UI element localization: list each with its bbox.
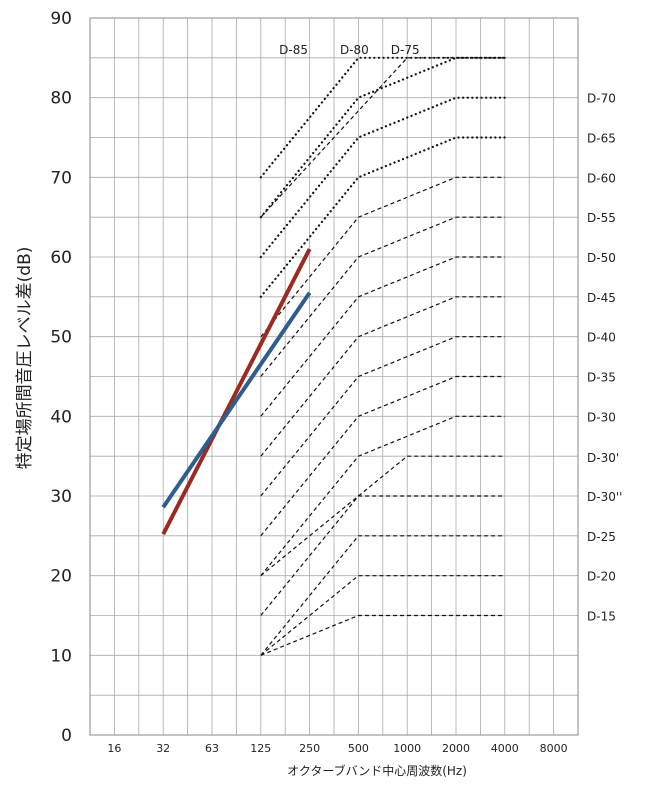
reference-curves [259, 56, 506, 656]
x-tick-label: 16 [107, 742, 121, 755]
y-tick-label: 60 [50, 248, 72, 268]
tick-labels: 0 10 20 30 40 50 60 70 80 90 16 32 63 125 250 500 1000 20… [50, 9, 567, 755]
curve-label-D-65: D-65 [587, 132, 616, 146]
y-tick-label: 30 [50, 487, 72, 507]
x-tick-label: 8000 [540, 742, 568, 755]
curve-label-D-30': D-30' [587, 451, 619, 465]
curve-label-D-45: D-45 [587, 291, 616, 305]
y-tick-label: 0 [61, 726, 72, 746]
reference-curve-D-15 [260, 614, 505, 656]
curve-label-D-30'': D-30'' [587, 490, 622, 504]
reference-curve-D-45 [260, 296, 505, 457]
y-tick-label: 50 [50, 328, 72, 348]
reference-curve-D-80 [260, 57, 505, 218]
y-tick-label: 40 [50, 407, 72, 427]
curve-label-D-55: D-55 [587, 211, 616, 225]
curve-label-D-60: D-60 [587, 171, 616, 185]
x-tick-label: 125 [250, 742, 271, 755]
curve-label-D-20: D-20 [587, 570, 616, 584]
curve-label-D-50: D-50 [587, 251, 616, 265]
curve-label-D-80: D-80 [340, 43, 369, 57]
data-series [161, 248, 312, 536]
x-tick-label: 2000 [442, 742, 470, 755]
x-tick-label: 500 [348, 742, 369, 755]
reference-curve-D-40 [260, 336, 505, 497]
reference-curve-D-85 [259, 56, 506, 179]
x-tick-label: 4000 [491, 742, 519, 755]
curve-labels: D-15 D-20 D-25 D-30'' D-30' D-30 D-35 D-40 D-45 D… [279, 43, 622, 624]
series-line-1 [161, 248, 312, 536]
y-tick-label: 70 [50, 168, 72, 188]
y-tick-label: 90 [50, 9, 72, 29]
curve-label-D-75: D-75 [391, 43, 420, 57]
curve-label-D-30: D-30 [587, 410, 616, 424]
curve-label-D-40: D-40 [587, 331, 616, 345]
y-tick-label: 20 [50, 567, 72, 587]
y-tick-label: 10 [50, 646, 72, 666]
x-tick-label: 1000 [393, 742, 421, 755]
reference-curve-D-25 [260, 535, 505, 656]
y-axis-title: 特定場所間音圧レベル差(dB) [15, 247, 35, 470]
curve-label-D-35: D-35 [587, 371, 616, 385]
reference-curve-D-60 [260, 176, 505, 338]
x-tick-label: 32 [156, 742, 170, 755]
reference-curve-D-35 [260, 375, 505, 537]
x-tick-label: 63 [205, 742, 219, 755]
y-tick-label: 80 [50, 89, 72, 109]
reference-curve-D-50 [260, 256, 505, 417]
plot-frame [89, 17, 579, 736]
curve-label-D-85: D-85 [279, 43, 308, 57]
reference-curve-D-55 [260, 216, 505, 377]
series-line-2 [161, 291, 312, 509]
x-axis-title: オクターブバンド中心周波数(Hz) [287, 763, 467, 778]
reference-curve-D-30 [260, 415, 505, 577]
x-tick-label: 250 [299, 742, 320, 755]
curve-label-D-25: D-25 [587, 530, 616, 544]
reference-curve-D-70 [259, 96, 506, 259]
curve-label-D-70: D-70 [587, 92, 616, 106]
reference-curve-D-30' [260, 455, 505, 577]
curve-label-D-15: D-15 [587, 610, 616, 624]
reference-curve-D-65 [259, 136, 506, 298]
